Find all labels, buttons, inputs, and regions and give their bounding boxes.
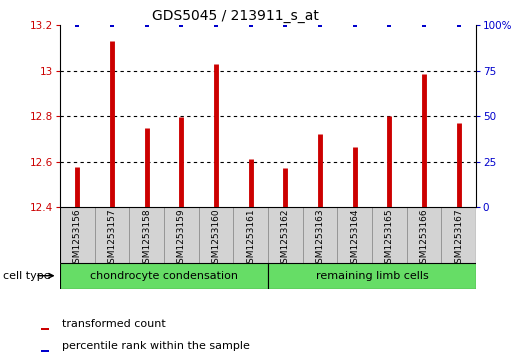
Bar xyxy=(95,207,129,263)
Text: cell type: cell type xyxy=(3,271,50,281)
Bar xyxy=(164,207,199,263)
Text: GSM1253158: GSM1253158 xyxy=(142,209,151,269)
Point xyxy=(246,23,255,28)
Text: GSM1253159: GSM1253159 xyxy=(177,209,186,269)
Text: chondrocyte condensation: chondrocyte condensation xyxy=(90,271,238,281)
Bar xyxy=(407,207,441,263)
Text: GSM1253162: GSM1253162 xyxy=(281,209,290,269)
Bar xyxy=(129,207,164,263)
Bar xyxy=(372,207,407,263)
Bar xyxy=(268,263,476,289)
Text: GSM1253166: GSM1253166 xyxy=(419,209,428,269)
Point xyxy=(212,23,220,28)
Point xyxy=(316,23,324,28)
Point xyxy=(177,23,186,28)
Point xyxy=(143,23,151,28)
Point xyxy=(420,23,428,28)
Text: transformed count: transformed count xyxy=(63,319,166,329)
Bar xyxy=(60,207,95,263)
Text: GSM1253163: GSM1253163 xyxy=(315,209,324,269)
Point xyxy=(454,23,463,28)
Text: GSM1253160: GSM1253160 xyxy=(212,209,221,269)
Bar xyxy=(60,263,268,289)
Point xyxy=(108,23,116,28)
Bar xyxy=(233,207,268,263)
Text: GSM1253157: GSM1253157 xyxy=(108,209,117,269)
Point xyxy=(385,23,393,28)
Bar xyxy=(268,207,303,263)
Text: remaining limb cells: remaining limb cells xyxy=(315,271,428,281)
Bar xyxy=(303,207,337,263)
Text: percentile rank within the sample: percentile rank within the sample xyxy=(63,341,251,351)
Text: GSM1253164: GSM1253164 xyxy=(350,209,359,269)
Bar xyxy=(41,350,49,352)
Text: GSM1253156: GSM1253156 xyxy=(73,209,82,269)
Text: GSM1253167: GSM1253167 xyxy=(454,209,463,269)
Text: GSM1253161: GSM1253161 xyxy=(246,209,255,269)
Text: GDS5045 / 213911_s_at: GDS5045 / 213911_s_at xyxy=(152,9,319,23)
Point xyxy=(350,23,359,28)
Bar xyxy=(41,327,49,330)
Bar xyxy=(337,207,372,263)
Point xyxy=(281,23,290,28)
Point xyxy=(73,23,82,28)
Text: GSM1253165: GSM1253165 xyxy=(385,209,394,269)
Bar xyxy=(199,207,233,263)
Bar xyxy=(441,207,476,263)
